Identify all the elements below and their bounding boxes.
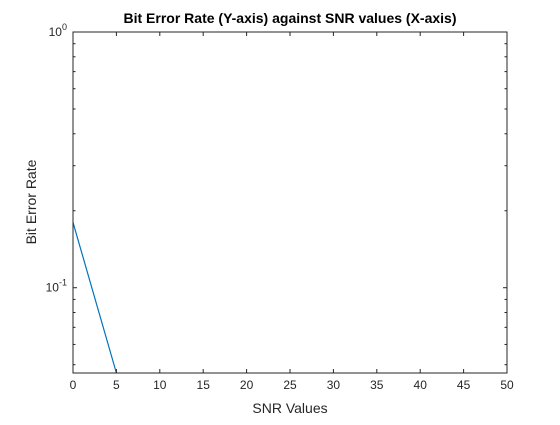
x-tick-label: 20 (240, 378, 254, 392)
x-tick-label: 25 (283, 378, 297, 392)
plot-area (73, 32, 507, 373)
x-tick-label: 15 (197, 378, 211, 392)
x-tick-label: 45 (457, 378, 471, 392)
chart-title: Bit Error Rate (Y-axis) against SNR valu… (124, 10, 457, 26)
y-axis-label: Bit Error Rate (23, 159, 39, 244)
x-tick-label: 35 (370, 378, 384, 392)
y-tick-label: 100 (49, 22, 67, 39)
x-tick-label: 5 (113, 378, 120, 392)
x-axis-label: SNR Values (252, 400, 327, 416)
x-tick-label: 10 (153, 378, 167, 392)
x-tick-label: 50 (500, 378, 514, 392)
y-tick-label: 10-1 (46, 278, 67, 295)
x-tick-label: 40 (414, 378, 428, 392)
x-tick-label: 30 (327, 378, 341, 392)
x-tick-label: 0 (70, 378, 77, 392)
